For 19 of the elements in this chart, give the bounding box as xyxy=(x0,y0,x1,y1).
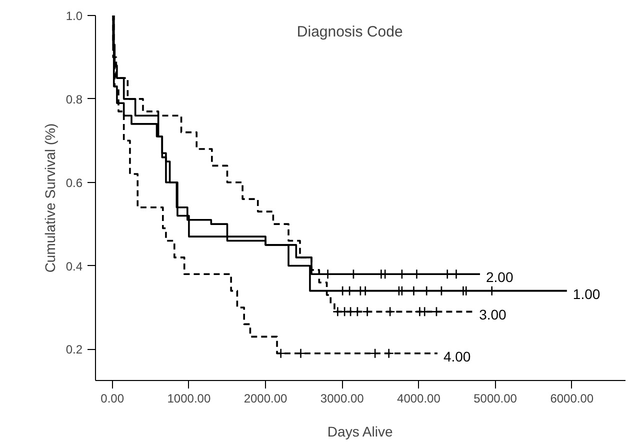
x-tick-label: 6000.00 xyxy=(550,392,594,406)
x-tick-label: 2000.00 xyxy=(244,392,288,406)
x-tick-label: 0.00 xyxy=(100,392,124,406)
x-tick-label: 5000.00 xyxy=(474,392,518,406)
x-tick-label: 3000.00 xyxy=(320,392,364,406)
y-tick-label: 1.0 xyxy=(66,9,83,23)
legend-title: Diagnosis Code xyxy=(296,23,403,40)
series-label: 4.00 xyxy=(443,348,471,364)
series-label: 1.00 xyxy=(572,286,600,302)
y-tick-label: 0.6 xyxy=(66,176,83,190)
x-tick-label: 1000.00 xyxy=(167,392,211,406)
y-tick-label: 0.2 xyxy=(66,342,83,357)
x-tick-label: 4000.00 xyxy=(397,392,441,406)
series-label: 3.00 xyxy=(479,306,507,323)
y-axis-title: Cumulative Survival (%) xyxy=(42,123,58,273)
x-axis-title: Days Alive xyxy=(327,424,394,440)
series-label: 2.00 xyxy=(486,269,514,286)
y-tick-label: 0.4 xyxy=(66,259,83,274)
y-tick-label: 0.8 xyxy=(66,92,83,106)
